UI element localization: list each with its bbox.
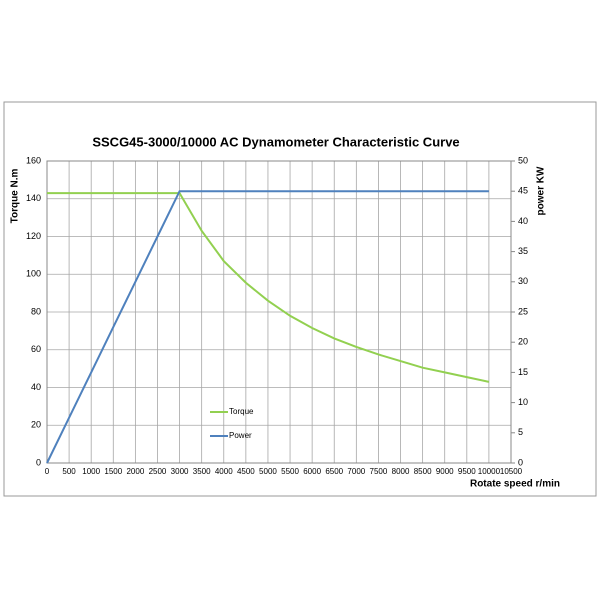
- y-tick-label: 60: [31, 344, 41, 354]
- y-tick-label: 140: [26, 193, 41, 203]
- x-tick-label: 2500: [149, 467, 167, 476]
- x-tick-label: 4000: [215, 467, 233, 476]
- x-tick-label: 3000: [171, 467, 189, 476]
- x-tick-label: 9000: [436, 467, 454, 476]
- chart-frame: [3, 101, 597, 497]
- x-tick-label: 8500: [414, 467, 432, 476]
- series-line: [46, 190, 489, 464]
- x-tick-label: 7500: [370, 467, 388, 476]
- x-tick-label: 5000: [259, 467, 277, 476]
- x-tick-label: 1000: [82, 467, 100, 476]
- y2-tick-label: 5: [518, 427, 523, 437]
- x-tick-label: 6500: [325, 467, 343, 476]
- y2-tick-label: 50: [518, 155, 528, 165]
- chart-title: SSCG45-3000/10000 AC Dynamometer Charact…: [92, 134, 459, 149]
- y2-tick-label: 30: [518, 276, 528, 286]
- x-tick-label: 10500: [500, 467, 523, 476]
- x-tick-label: 1500: [104, 467, 122, 476]
- y-axis-title: Torque N.m: [10, 168, 21, 223]
- y-tick-label: 20: [31, 420, 41, 430]
- y-tick-label: 100: [26, 269, 41, 279]
- y2-tick-label: 40: [518, 216, 528, 226]
- y2-tick-label: 15: [518, 367, 528, 377]
- y2-tick-label: 20: [518, 337, 528, 347]
- y2-tick-label: 45: [518, 186, 528, 196]
- legend-label: Power: [229, 431, 252, 440]
- y2-tick-label: 25: [518, 306, 528, 316]
- x-tick-label: 10000: [478, 467, 501, 476]
- y-tick-label: 160: [26, 155, 41, 165]
- x-tick-label: 0: [45, 467, 50, 476]
- x-tick-label: 2000: [126, 467, 144, 476]
- y-tick-label: 80: [31, 306, 41, 316]
- series-line: [47, 192, 490, 383]
- x-axis-title: Rotate speed r/min: [470, 479, 560, 490]
- y-tick-label: 120: [26, 231, 41, 241]
- x-tick-label: 4500: [237, 467, 255, 476]
- x-tick-label: 8000: [392, 467, 410, 476]
- x-tick-label: 3500: [193, 467, 211, 476]
- x-tick-label: 500: [62, 467, 76, 476]
- y2-tick-label: 0: [518, 457, 523, 467]
- y2-tick-label: 10: [518, 397, 528, 407]
- legend-label: Torque: [229, 407, 254, 416]
- y2-axis-title: power KW: [536, 166, 547, 215]
- x-tick-label: 7000: [347, 467, 365, 476]
- x-tick-label: 5500: [281, 467, 299, 476]
- y2-tick-label: 35: [518, 246, 528, 256]
- x-tick-label: 6000: [303, 467, 321, 476]
- x-tick-label: 9500: [458, 467, 476, 476]
- y-tick-label: 40: [31, 382, 41, 392]
- y-tick-label: 0: [36, 457, 41, 467]
- plot-border: [46, 160, 512, 464]
